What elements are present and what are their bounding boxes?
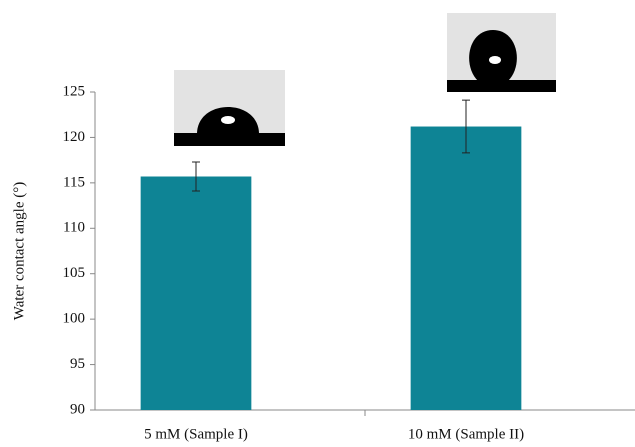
y-tick-label: 120 xyxy=(63,129,86,145)
y-tick-label: 105 xyxy=(63,265,86,281)
chart: Water contact angle (°) 90 95 100 105 110 115… xyxy=(0,0,635,447)
y-tick-label: 95 xyxy=(70,356,85,372)
y-tick-label: 115 xyxy=(63,174,85,190)
y-axis-label: Water contact angle (°) xyxy=(11,182,27,320)
bar xyxy=(411,127,522,410)
x-tick-label: 10 mM (Sample II) xyxy=(408,426,524,442)
bar xyxy=(141,176,252,410)
y-tick-label: 110 xyxy=(63,220,85,236)
droplet-image xyxy=(174,70,285,146)
y-tick-label: 100 xyxy=(63,311,86,327)
droplet-image xyxy=(447,13,556,92)
y-tick-label: 125 xyxy=(63,83,86,99)
x-tick-label: 5 mM (Sample I) xyxy=(144,426,248,442)
y-tick-label: 90 xyxy=(70,401,85,417)
